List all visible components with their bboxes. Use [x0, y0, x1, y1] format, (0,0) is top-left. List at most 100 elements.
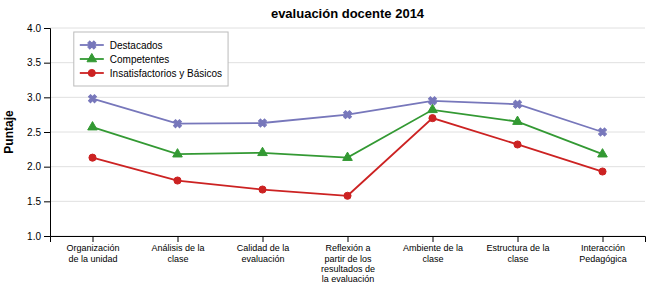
series-points [88, 104, 608, 160]
legend-item: Competentes [80, 53, 169, 64]
point [256, 117, 268, 129]
axis-line [51, 237, 646, 243]
x-tick: Organizaciónde la unidad [66, 236, 119, 264]
y-tick: 2.5 [27, 127, 50, 138]
point [513, 116, 523, 124]
point [343, 152, 353, 160]
x-tick-label: Reflexión apartir de losresultados dela … [321, 243, 375, 284]
point [429, 115, 436, 122]
x-tick-label: Ambiente de laclase [403, 243, 463, 263]
series-line [93, 118, 603, 196]
x-tick: Calidad de laevaluación [237, 236, 290, 264]
y-tick-mark [44, 201, 50, 202]
x-tick-label-line: Interacción [581, 243, 625, 253]
point [599, 168, 606, 175]
y-tick-label: 1.0 [27, 231, 41, 242]
series-line [93, 99, 603, 132]
y-tick: 3.5 [27, 57, 50, 68]
y-tick: 1.0 [27, 231, 50, 242]
legend-symbol [87, 53, 97, 61]
point [428, 104, 438, 112]
series-line [93, 110, 603, 158]
plot: 1.0 1.5 2.0 2.5 3.0 3.5 4.0 Organizaciónde la u… [27, 23, 645, 285]
legend: Destacados Competentes Insatisfactorios y … [74, 32, 228, 86]
y-tick: 4.0 [27, 23, 50, 34]
marks [86, 93, 608, 200]
legend-label: Competentes [110, 54, 169, 65]
y-tick-label: 3.0 [27, 92, 41, 103]
grid-line [50, 201, 645, 202]
y-tick: 3.0 [27, 92, 50, 103]
legend-label: Destacados [110, 40, 163, 51]
x-tick-label: Organizaciónde la unidad [66, 243, 119, 263]
chart: 1.0 1.5 2.0 2.5 3.0 3.5 4.0 Organizaciónde la u… [0, 0, 660, 300]
y-tick: 1.5 [27, 196, 50, 207]
point [173, 149, 183, 157]
x-tick: Reflexión apartir de losresultados dela … [321, 236, 375, 284]
legend-symbol [86, 39, 98, 51]
legend-label: Insatisfactorios y Básicos [110, 68, 222, 79]
x-tick: Ambiente de laclase [403, 236, 463, 264]
y-tick-label: 4.0 [27, 23, 41, 34]
title: evaluación docente 2014 [271, 6, 425, 21]
axis-line [44, 29, 51, 237]
x-tick-label-line: clase [422, 254, 443, 264]
grid-line [50, 166, 645, 167]
point [596, 126, 608, 138]
y-tick-mark [44, 97, 50, 98]
y-tick-mark [44, 28, 50, 29]
x-tick-mark [603, 236, 604, 242]
x-tick-mark [348, 236, 349, 242]
point [598, 149, 608, 157]
x-tick-label: Estructura de laclase [486, 243, 549, 263]
y-tick-label: 1.5 [27, 196, 41, 207]
series-points [89, 115, 606, 200]
point [258, 147, 268, 155]
point [174, 177, 181, 184]
x-tick: Estructura de laclase [486, 236, 549, 264]
point [88, 122, 98, 130]
point [344, 192, 351, 199]
x-tick-label-line: resultados de [321, 264, 375, 274]
x-tick-label: Calidad de laevaluación [237, 243, 290, 263]
x-tick-label-line: la evaluación [322, 274, 375, 284]
x-tick-label-line: clase [507, 254, 528, 264]
x-tick-mark [178, 236, 179, 242]
series-points [86, 93, 608, 138]
x-tick-mark [518, 236, 519, 242]
x-tick-mark [433, 236, 434, 242]
x-tick-label-line: Análisis de la [151, 243, 204, 253]
point [86, 93, 98, 105]
x-tick-label-line: partir de los [324, 254, 372, 264]
x-tick-label-line: Ambiente de la [403, 243, 463, 253]
y-axis-title: Puntaje [2, 110, 16, 154]
y-tick-label: 2.0 [27, 161, 41, 172]
grid-line [50, 28, 645, 29]
x-tick-label-line: de la unidad [68, 254, 117, 264]
x-tick-label-line: evaluación [241, 254, 284, 264]
point [89, 154, 96, 161]
x-tick-label-line: Reflexión a [325, 243, 370, 253]
x-tick-label-line: clase [167, 254, 188, 264]
x-tick: Análisis de laclase [151, 236, 204, 264]
x-tick-label-line: Calidad de la [237, 243, 290, 253]
y-tick-label: 3.5 [27, 57, 41, 68]
x-tick-label-line: Estructura de la [486, 243, 549, 253]
x-tick-mark [93, 236, 94, 242]
y-tick-mark [44, 167, 50, 168]
y-axis: 1.0 1.5 2.0 2.5 3.0 3.5 4.0 [27, 23, 50, 242]
point [514, 141, 521, 148]
x-tick-label: InteracciónPedagógica [579, 243, 627, 263]
grid [50, 28, 645, 236]
y-tick: 2.0 [27, 161, 50, 172]
y-tick-mark [44, 63, 50, 64]
point [511, 98, 523, 110]
x-tick: InteracciónPedagógica [579, 236, 627, 264]
x-tick-mark [263, 236, 264, 242]
legend-item: Destacados [80, 39, 163, 51]
grid-line [50, 97, 645, 98]
legend-box [74, 32, 228, 86]
y-tick-label: 2.5 [27, 127, 41, 138]
y-tick-mark [44, 236, 50, 237]
x-axis: Organizaciónde la unidadAnálisis de lacl… [51, 236, 646, 284]
